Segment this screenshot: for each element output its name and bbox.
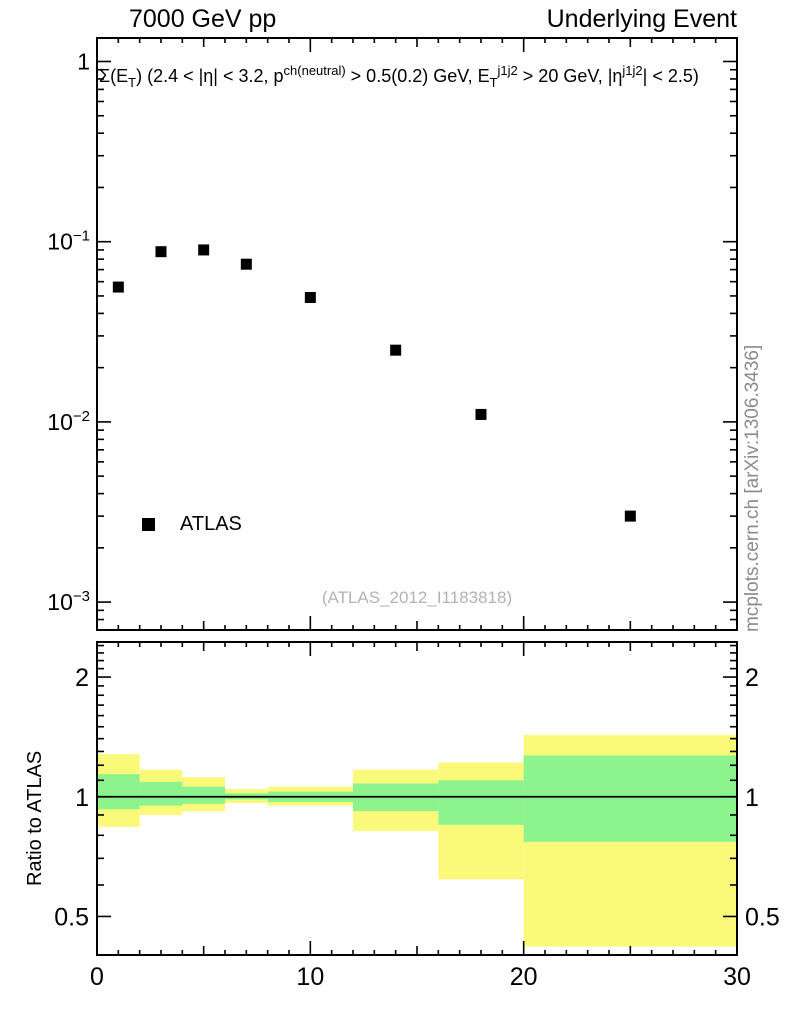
svg-text:1: 1	[77, 48, 90, 74]
svg-text:10: 10	[296, 963, 324, 991]
atlas-square-marker-icon	[142, 518, 155, 531]
observable-annotation: Σ(ET) (2.4 < |η| < 3.2, pch(neutral) > 0…	[99, 63, 699, 90]
svg-text:1: 1	[745, 784, 759, 812]
ratio-axis-label: Ratio to ATLAS	[24, 750, 46, 886]
svg-text:0.5: 0.5	[745, 903, 780, 931]
svg-text:30: 30	[723, 963, 751, 991]
attribution-side-text: mcplots.cern.ch [arXiv:1306.3436]	[742, 344, 763, 632]
svg-text:10−3: 10−3	[47, 588, 90, 615]
svg-text:0.5: 0.5	[54, 903, 89, 931]
svg-text:10−2: 10−2	[47, 408, 90, 435]
legend-item-atlas: ATLAS	[142, 513, 242, 536]
svg-text:20: 20	[510, 963, 538, 991]
beam-energy-title: 7000 GeV pp	[129, 5, 277, 33]
svg-text:2: 2	[745, 664, 759, 692]
legend-label: ATLAS	[180, 513, 242, 535]
svg-text:10−1: 10−1	[47, 228, 90, 255]
svg-text:2: 2	[75, 664, 89, 692]
svg-text:1: 1	[75, 784, 89, 812]
analysis-id-watermark: (ATLAS_2012_I1183818)	[321, 588, 513, 607]
svg-text:0: 0	[90, 963, 104, 991]
analysis-topic-title: Underlying Event	[546, 5, 737, 33]
